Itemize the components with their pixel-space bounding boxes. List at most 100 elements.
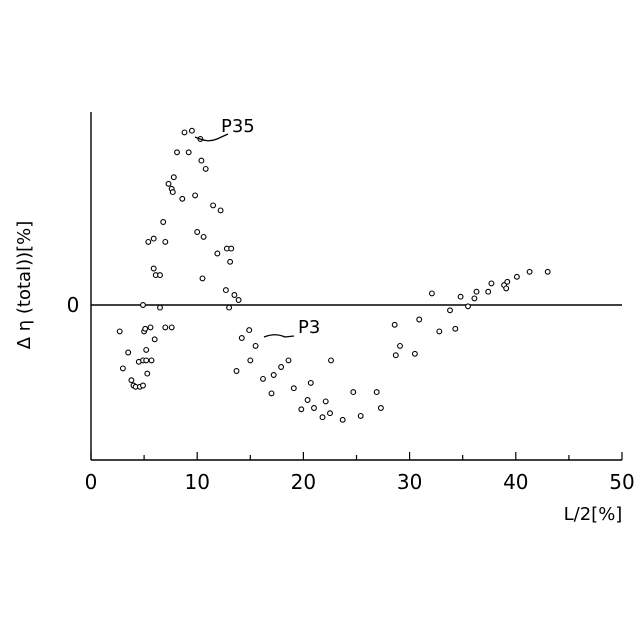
data-point — [152, 337, 157, 342]
data-point — [472, 296, 477, 301]
data-point — [320, 415, 325, 420]
x-tick-label: 50 — [609, 470, 634, 494]
x-tick-label: 0 — [85, 470, 98, 494]
data-point — [236, 298, 241, 303]
data-point — [129, 378, 134, 383]
data-point — [504, 286, 509, 291]
data-point — [163, 240, 168, 245]
data-point — [489, 281, 494, 286]
y-tick-label: 0 — [67, 293, 80, 317]
data-point — [323, 399, 328, 404]
data-point — [229, 246, 234, 251]
data-point — [351, 390, 356, 395]
data-point — [199, 158, 204, 163]
data-point — [234, 369, 239, 374]
data-point — [224, 288, 229, 293]
data-point — [182, 130, 187, 135]
data-point — [413, 351, 418, 356]
data-point — [308, 381, 313, 386]
data-point — [379, 406, 384, 411]
annotation-p35-label: P35 — [221, 116, 255, 137]
data-point — [398, 344, 403, 349]
data-point — [190, 128, 195, 133]
data-point — [201, 235, 206, 240]
data-point — [170, 190, 175, 195]
data-point — [141, 383, 146, 388]
y-axis-title: Δ η (total))[%] — [14, 221, 35, 350]
data-point — [515, 274, 520, 279]
data-point — [392, 322, 397, 327]
data-point — [247, 328, 252, 333]
data-points — [117, 128, 550, 422]
data-point — [305, 398, 310, 403]
data-point — [143, 326, 148, 331]
data-point — [195, 230, 200, 235]
data-point — [448, 308, 453, 313]
data-point — [117, 329, 122, 334]
data-point — [299, 407, 304, 412]
data-point — [453, 326, 458, 331]
data-point — [180, 196, 185, 201]
data-point — [145, 371, 150, 376]
data-point — [312, 406, 317, 411]
data-point — [200, 276, 205, 281]
annotation-p3-label: P3 — [298, 317, 320, 338]
data-point — [161, 220, 166, 225]
data-point — [151, 266, 156, 271]
data-point — [505, 279, 510, 284]
data-point — [340, 417, 345, 422]
data-point — [458, 294, 463, 299]
data-point — [166, 181, 171, 186]
data-point — [261, 377, 266, 382]
data-point — [175, 150, 180, 155]
data-point — [215, 251, 220, 256]
data-point — [269, 391, 274, 396]
data-point — [126, 350, 131, 355]
data-point — [232, 293, 237, 298]
data-point — [248, 358, 253, 363]
x-tick-label: 10 — [184, 470, 209, 494]
data-point — [158, 273, 163, 278]
x-tick-marks — [91, 452, 622, 460]
data-point — [358, 414, 363, 419]
data-point — [271, 373, 276, 378]
data-point — [144, 348, 149, 353]
annotation-p3: P3 — [264, 317, 320, 338]
data-point — [374, 390, 379, 395]
data-point — [329, 358, 334, 363]
annotation-p3-leader — [264, 335, 294, 337]
data-point — [279, 365, 284, 370]
data-point — [151, 236, 156, 241]
annotation-p35: P35 — [195, 116, 255, 141]
data-point — [253, 344, 258, 349]
data-point — [158, 305, 163, 310]
data-point — [169, 325, 174, 330]
data-point — [144, 358, 149, 363]
data-point — [203, 167, 208, 172]
data-point — [474, 289, 479, 294]
data-point — [149, 358, 154, 363]
data-point — [163, 325, 168, 330]
data-point — [328, 411, 333, 416]
data-point — [186, 150, 191, 155]
data-point — [527, 269, 532, 274]
data-point — [286, 358, 291, 363]
data-point — [228, 259, 233, 264]
y-tick-labels: 0 — [67, 293, 80, 317]
x-tick-labels: 01020304050 — [85, 470, 635, 494]
x-tick-label: 30 — [397, 470, 422, 494]
data-point — [466, 304, 471, 309]
data-point — [430, 291, 435, 296]
data-point — [141, 303, 146, 308]
data-point — [218, 208, 223, 213]
data-point — [171, 175, 176, 180]
data-point — [193, 193, 198, 198]
data-point — [146, 240, 151, 245]
data-point — [417, 317, 422, 322]
data-point — [545, 269, 550, 274]
data-point — [148, 325, 153, 330]
x-tick-label: 40 — [503, 470, 528, 494]
data-point — [121, 366, 126, 371]
data-point — [211, 203, 216, 208]
